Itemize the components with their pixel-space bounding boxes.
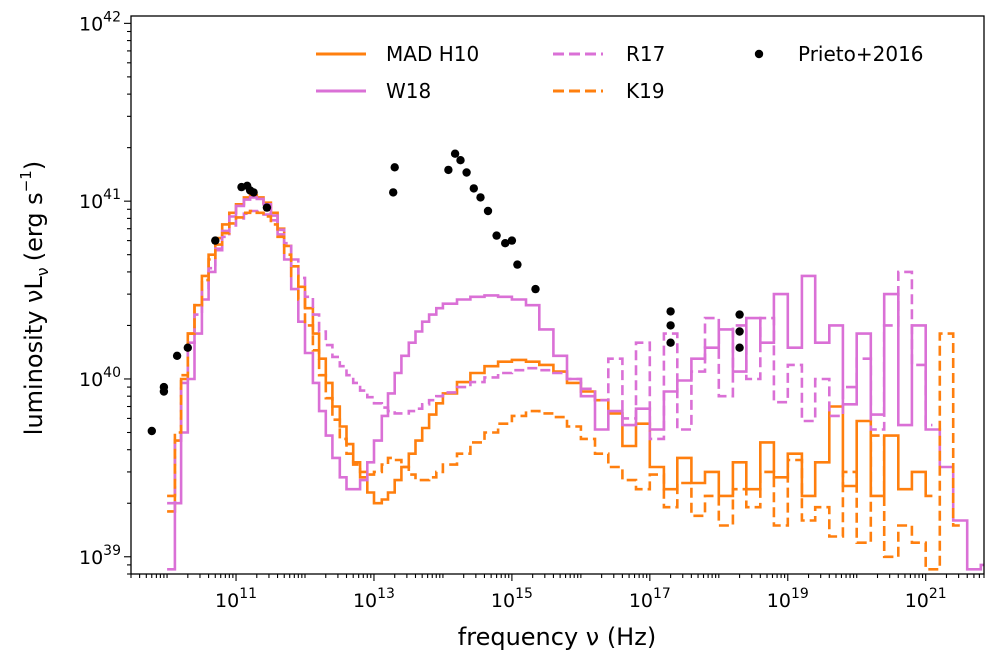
data-point bbox=[159, 382, 169, 392]
data-point bbox=[456, 156, 465, 165]
series-line-k19 bbox=[167, 209, 960, 571]
data-point bbox=[476, 193, 485, 202]
legend: MAD H10 W18 R17 K19 Prieto+2016 bbox=[316, 42, 924, 103]
legend-label-k19: K19 bbox=[626, 79, 665, 103]
y-tick-label: 1041 bbox=[79, 187, 121, 213]
data-point bbox=[444, 165, 453, 175]
data-point bbox=[735, 343, 744, 352]
data-point bbox=[666, 321, 675, 330]
x-tick-label: 1017 bbox=[629, 586, 671, 612]
x-tick-label: 1015 bbox=[491, 586, 533, 612]
y-axis-label-units: (erg s bbox=[20, 192, 48, 261]
data-layer bbox=[147, 149, 984, 571]
y-axis-label-units-superscript: −1 bbox=[17, 170, 35, 192]
plot-frame bbox=[130, 15, 985, 575]
x-axis-label: frequency ν (Hz) bbox=[458, 623, 656, 651]
y-axis-label-subscript: ν bbox=[33, 267, 52, 276]
data-point bbox=[183, 343, 192, 352]
legend-label-w18: W18 bbox=[386, 79, 431, 103]
data-point bbox=[462, 168, 471, 177]
data-point bbox=[172, 351, 182, 360]
series-line-r17 bbox=[167, 209, 933, 505]
legend-label-prieto: Prieto+2016 bbox=[798, 42, 924, 66]
data-point bbox=[492, 231, 501, 240]
legend-label-mad-h10: MAD H10 bbox=[386, 42, 479, 66]
data-point bbox=[147, 426, 156, 436]
data-point bbox=[390, 163, 399, 172]
data-point bbox=[666, 338, 675, 347]
data-point bbox=[513, 260, 522, 269]
data-point bbox=[483, 206, 493, 216]
data-point bbox=[211, 236, 220, 245]
data-point bbox=[666, 307, 675, 316]
x-tick-label: 1019 bbox=[767, 586, 809, 612]
series-line-mad-h10 bbox=[167, 193, 933, 513]
data-point bbox=[501, 239, 510, 248]
data-point bbox=[450, 149, 460, 158]
series-line-w18 bbox=[167, 196, 984, 571]
y-axis-label: luminosity νLν (erg s−1) bbox=[17, 161, 52, 435]
y-tick-label: 1039 bbox=[79, 543, 121, 569]
x-tick-label: 1021 bbox=[905, 586, 947, 612]
y-axis-label-units-close: ) bbox=[20, 161, 48, 170]
data-point bbox=[262, 203, 272, 212]
x-tick-label: 1013 bbox=[353, 586, 395, 612]
ticks-layer: 1011 1013 1015 1017 1019 1021 1039 1040 1041 1042 bbox=[79, 9, 985, 612]
data-point bbox=[735, 327, 744, 336]
data-point bbox=[249, 188, 258, 197]
data-point bbox=[507, 236, 517, 245]
data-point bbox=[469, 184, 478, 193]
x-tick-label: 1011 bbox=[215, 586, 257, 612]
data-point bbox=[531, 284, 540, 294]
data-point bbox=[389, 188, 398, 197]
y-tick-label: 1042 bbox=[79, 9, 121, 35]
y-axis-label-main: luminosity νL bbox=[20, 276, 48, 436]
legend-label-r17: R17 bbox=[626, 42, 665, 66]
data-point bbox=[735, 310, 744, 319]
legend-marker-prieto bbox=[754, 49, 764, 59]
y-tick-label: 1040 bbox=[79, 365, 121, 391]
